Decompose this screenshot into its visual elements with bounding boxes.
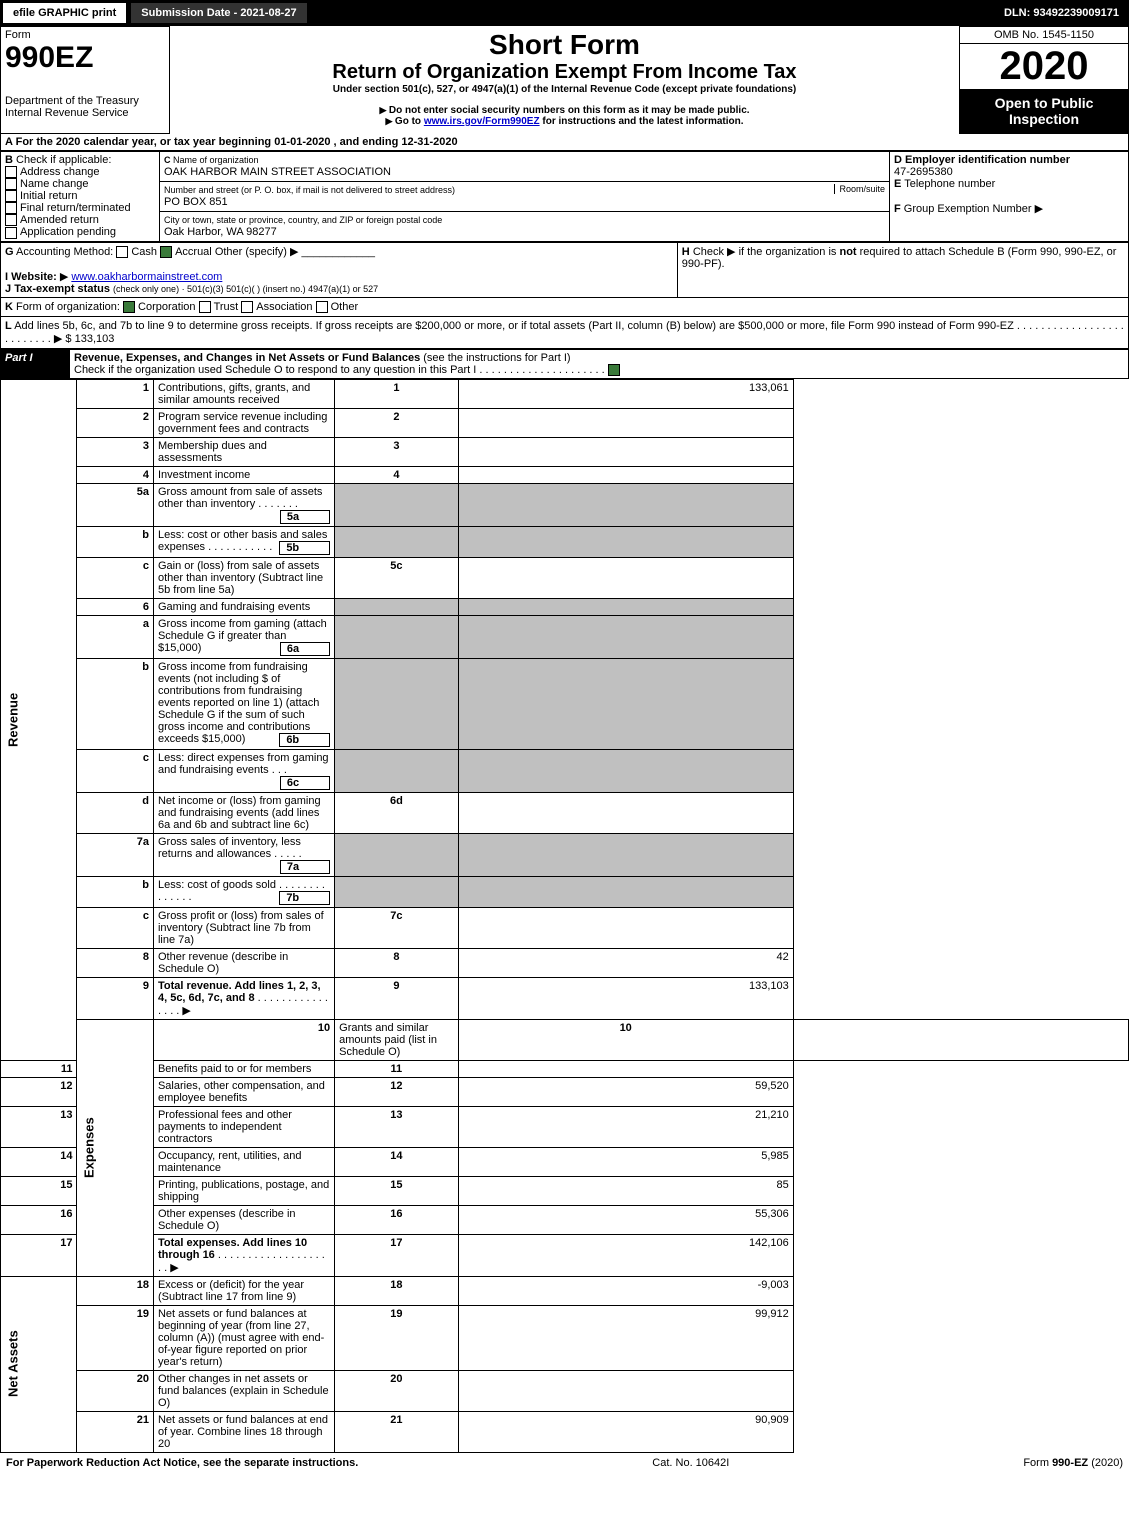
form-number: 990EZ <box>5 41 165 75</box>
footer-left: For Paperwork Reduction Act Notice, see … <box>6 1457 358 1469</box>
application-pending-checkbox[interactable] <box>5 227 17 239</box>
dept-label: Department of the Treasury <box>5 95 165 107</box>
part1-header: Part I Revenue, Expenses, and Changes in… <box>0 349 1129 379</box>
irs-label: Internal Revenue Service <box>5 107 165 119</box>
line-9-value: 133,103 <box>458 977 793 1019</box>
efile-print-button[interactable]: efile GRAPHIC print <box>2 2 127 24</box>
line-12-value: 59,520 <box>458 1077 793 1106</box>
line-19-value: 99,912 <box>458 1305 793 1370</box>
name-change-checkbox[interactable] <box>5 178 17 190</box>
amended-return-checkbox[interactable] <box>5 214 17 226</box>
revenue-section-label: Revenue <box>1 379 77 1060</box>
line-16-value: 55,306 <box>458 1205 793 1234</box>
part1-table: Revenue 1Contributions, gifts, grants, a… <box>0 379 1129 1453</box>
main-title: Return of Organization Exempt From Incom… <box>174 61 955 84</box>
ein-value: 47-2695380 <box>894 166 953 178</box>
org-name: OAK HARBOR MAIN STREET ASSOCIATION <box>164 166 391 178</box>
association-checkbox[interactable] <box>241 301 253 313</box>
line-13-value: 21,210 <box>458 1106 793 1147</box>
box-b-title: Check if applicable: <box>16 154 111 166</box>
expenses-section-label: Expenses <box>77 1019 153 1276</box>
cash-checkbox[interactable] <box>116 246 128 258</box>
form-word: Form <box>5 29 165 41</box>
netassets-section-label: Net Assets <box>1 1276 77 1452</box>
line-1-value: 133,061 <box>458 379 793 408</box>
line-8-value: 42 <box>458 948 793 977</box>
accrual-checkbox[interactable] <box>160 246 172 258</box>
tax-period: A For the 2020 calendar year, or tax yea… <box>0 134 1129 151</box>
entity-info-table: B Check if applicable: Address change Na… <box>0 151 1129 242</box>
goto-post: for instructions and the latest informat… <box>542 116 743 127</box>
org-address: PO BOX 851 <box>164 196 228 208</box>
irs-link[interactable]: www.irs.gov/Form990EZ <box>424 116 540 127</box>
other-org-checkbox[interactable] <box>316 301 328 313</box>
footer: For Paperwork Reduction Act Notice, see … <box>0 1453 1129 1473</box>
omb-number: OMB No. 1545-1150 <box>960 27 1129 44</box>
website-link[interactable]: www.oakharbormainstreet.com <box>71 271 222 283</box>
header-table: Form 990EZ Department of the Treasury In… <box>0 26 1129 134</box>
subtitle: Under section 501(c), 527, or 4947(a)(1)… <box>174 84 955 95</box>
tax-year: 2020 <box>960 44 1128 89</box>
gross-receipts: $ 133,103 <box>65 333 114 345</box>
short-form-title: Short Form <box>174 29 955 61</box>
goto-pre: Go to <box>395 116 424 127</box>
line-17-value: 142,106 <box>458 1234 793 1276</box>
initial-return-checkbox[interactable] <box>5 190 17 202</box>
footer-mid: Cat. No. 10642I <box>652 1457 729 1469</box>
goto-arrow <box>386 116 395 127</box>
corporation-checkbox[interactable] <box>123 301 135 313</box>
ssn-warning: Do not enter social security numbers on … <box>174 105 955 116</box>
line-21-value: 90,909 <box>458 1411 793 1452</box>
org-city: Oak Harbor, WA 98277 <box>164 226 277 238</box>
final-return-checkbox[interactable] <box>5 202 17 214</box>
schedule-o-checkbox[interactable] <box>608 364 620 376</box>
line-14-value: 5,985 <box>458 1147 793 1176</box>
line-18-value: -9,003 <box>458 1276 793 1305</box>
top-bar: efile GRAPHIC print Submission Date - 20… <box>0 0 1129 26</box>
dln-label: DLN: 93492239009171 <box>994 3 1129 23</box>
accounting-table: G Accounting Method: Cash Accrual Other … <box>0 242 1129 298</box>
line-15-value: 85 <box>458 1176 793 1205</box>
trust-checkbox[interactable] <box>199 301 211 313</box>
open-inspection-badge: Open to Public Inspection <box>960 89 1128 133</box>
footer-right: Form 990-EZ (2020) <box>1023 1457 1123 1469</box>
address-change-checkbox[interactable] <box>5 166 17 178</box>
submission-date-button[interactable]: Submission Date - 2021-08-27 <box>131 3 306 23</box>
